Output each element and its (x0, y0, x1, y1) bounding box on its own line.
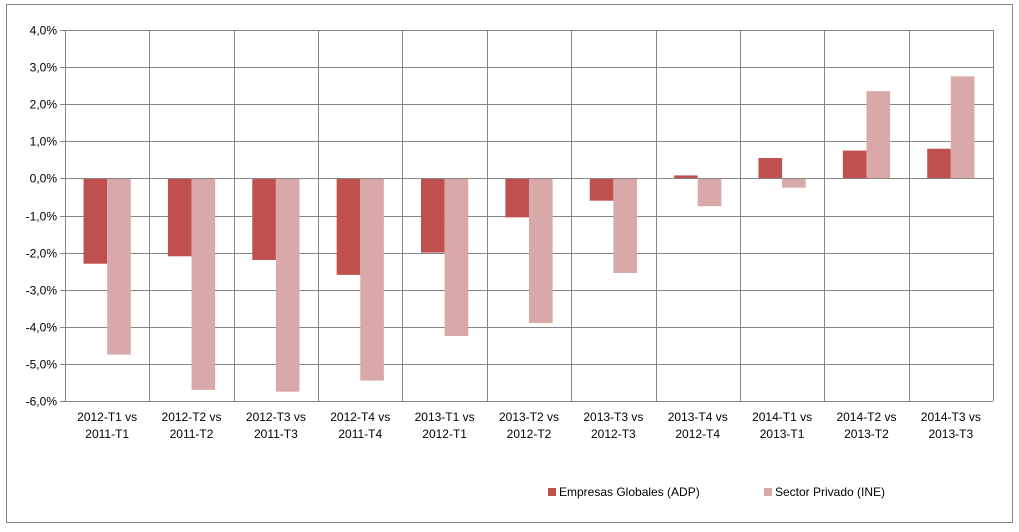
bar-empresas-globales (336, 178, 361, 275)
x-tick-label: 2013-T2 vs 2012-T2 (499, 410, 559, 441)
bar-sector-privado (444, 178, 469, 337)
x-tick-label: 2012-T4 vs 2011-T4 (330, 410, 390, 441)
bar-empresas-globales (674, 175, 698, 179)
axes: 4,0% 3,0% 2,0% 1,0% 0,0% -1,0% -2,0% -3,0% -4,0%… (26, 24, 993, 441)
y-tick-label: -1,0% (26, 210, 58, 224)
x-tick-label: 2014-T1 vs 2013-T1 (752, 410, 812, 441)
bar-sector-privado (697, 178, 722, 207)
x-tick-label: 2012-T2 vs 2011-T2 (162, 410, 222, 441)
bar-empresas-globales (589, 178, 614, 201)
legend-swatch (548, 488, 556, 496)
x-tick-label: 2013-T4 vs 2012-T4 (668, 410, 728, 441)
bar-sector-privado (275, 178, 300, 392)
bar-sector-privado (529, 178, 553, 324)
legend-swatch (764, 488, 772, 496)
bar-empresas-globales (758, 158, 783, 179)
bar-empresas-globales (927, 148, 951, 179)
bar-sector-privado (866, 91, 891, 179)
bar-sector-privado (950, 76, 975, 179)
y-tick-label: 4,0% (30, 24, 58, 38)
bar-sector-privado (782, 178, 806, 188)
x-tick-label: 2014-T2 vs 2013-T2 (836, 410, 896, 441)
bar-empresas-globales (252, 178, 276, 261)
x-tick-label: 2012-T1 vs 2011-T1 (77, 410, 137, 441)
y-tick-label: -3,0% (26, 284, 58, 298)
y-tick-label: -5,0% (26, 358, 58, 372)
bars (83, 76, 975, 392)
y-tick-label: -4,0% (26, 321, 58, 335)
y-tick-label: -6,0% (26, 395, 58, 409)
bar-sector-privado (191, 178, 216, 390)
bar-empresas-globales (505, 178, 529, 218)
legend-label: Empresas Globales (ADP) (559, 485, 700, 499)
bar-empresas-globales (167, 178, 192, 257)
chart-border (6, 4, 1013, 523)
y-tick-label: 3,0% (30, 61, 58, 75)
legend: Empresas Globales (ADP) Sector Privado (I… (548, 485, 885, 499)
bar-sector-privado (613, 178, 637, 273)
bar-sector-privado (107, 178, 131, 355)
bar-sector-privado (360, 178, 384, 381)
y-tick-label: 2,0% (30, 98, 58, 112)
x-tick-label: 2014-T3 vs 2013-T3 (921, 410, 981, 441)
x-tick-label: 2013-T3 vs 2012-T3 (583, 410, 643, 441)
legend-label: Sector Privado (INE) (775, 485, 885, 499)
bar-empresas-globales (83, 178, 108, 264)
x-tick-label: 2013-T1 vs 2012-T1 (415, 410, 475, 441)
y-tick-label: 1,0% (30, 135, 58, 149)
y-tick-label: 0,0% (30, 172, 58, 186)
bar-empresas-globales (421, 178, 445, 253)
bar-empresas-globales (842, 150, 867, 179)
x-tick-label: 2012-T3 vs 2011-T3 (246, 410, 306, 441)
y-tick-label: -2,0% (26, 247, 58, 261)
